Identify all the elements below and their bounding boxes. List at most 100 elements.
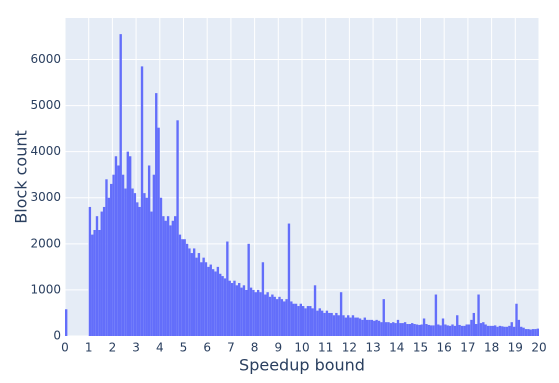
- bar: [188, 248, 191, 336]
- bar: [382, 299, 385, 336]
- x-axis-title: Speedup bound: [239, 356, 365, 375]
- bar: [505, 326, 509, 336]
- bar: [192, 248, 196, 336]
- bar: [401, 323, 404, 336]
- bar: [479, 323, 483, 336]
- x-tick-label: 3: [132, 341, 140, 355]
- bar: [280, 299, 284, 336]
- bar: [207, 266, 210, 336]
- x-tick-label: 6: [203, 341, 211, 355]
- x-tick-label: 13: [365, 341, 380, 355]
- bar: [143, 193, 146, 336]
- bar: [344, 317, 348, 336]
- bar: [510, 322, 513, 336]
- bar: [183, 239, 186, 336]
- bar: [294, 303, 298, 336]
- bar: [147, 165, 151, 336]
- bar: [100, 211, 103, 336]
- x-tick-label: 1: [85, 341, 93, 355]
- bar: [491, 325, 494, 336]
- bar: [365, 319, 369, 336]
- bar: [297, 306, 300, 336]
- bar: [427, 324, 430, 336]
- bar: [219, 273, 222, 336]
- bar: [368, 319, 371, 336]
- y-tick-label: 1000: [30, 282, 61, 296]
- bar: [240, 287, 243, 336]
- bar: [342, 315, 345, 336]
- bar: [302, 306, 305, 336]
- bar: [373, 320, 376, 336]
- bar: [399, 323, 402, 336]
- bar: [384, 322, 388, 336]
- bar: [486, 325, 490, 336]
- bar: [133, 193, 137, 336]
- bar: [413, 324, 416, 336]
- bar: [152, 174, 156, 336]
- bar: [247, 243, 250, 336]
- bar: [406, 324, 409, 336]
- bar: [102, 206, 106, 336]
- bar: [131, 188, 134, 336]
- y-tick-label: 6000: [30, 52, 61, 66]
- bar: [403, 322, 407, 336]
- bar: [517, 319, 521, 336]
- bar: [418, 324, 421, 336]
- bar: [200, 262, 203, 336]
- bar: [392, 322, 395, 336]
- bar: [529, 329, 532, 336]
- bar: [489, 325, 492, 336]
- bar: [178, 234, 182, 336]
- bar: [375, 319, 378, 336]
- bar: [105, 179, 108, 336]
- bar: [261, 262, 265, 336]
- bar: [157, 127, 160, 337]
- x-tick-label: 11: [318, 341, 333, 355]
- bar: [323, 312, 326, 336]
- y-tick-label: 0: [53, 329, 61, 343]
- bar: [512, 326, 516, 336]
- bar: [249, 287, 253, 336]
- bar: [235, 285, 239, 336]
- bar: [501, 326, 504, 336]
- x-tick-label: 12: [342, 341, 357, 355]
- bar: [195, 257, 198, 336]
- bar: [429, 325, 433, 336]
- bar: [259, 292, 262, 336]
- bar: [159, 197, 163, 336]
- bar: [264, 294, 267, 336]
- bar: [446, 325, 449, 336]
- bar: [292, 303, 295, 336]
- bar: [441, 318, 445, 336]
- x-tick-label: 10: [294, 341, 309, 355]
- bar: [434, 294, 438, 336]
- bar: [278, 296, 281, 336]
- bar: [387, 322, 390, 336]
- bar: [202, 257, 205, 336]
- x-tick-label: 16: [437, 341, 452, 355]
- bar: [128, 156, 132, 336]
- bar: [110, 183, 113, 336]
- bar: [211, 269, 215, 336]
- bar: [95, 216, 99, 336]
- bar: [230, 283, 234, 336]
- bar: [136, 202, 139, 336]
- bar: [114, 156, 118, 336]
- bar: [467, 324, 471, 336]
- bar: [145, 197, 148, 336]
- bar: [460, 325, 464, 336]
- bar: [140, 66, 144, 337]
- bar: [472, 312, 476, 336]
- bar: [524, 329, 528, 336]
- bar: [252, 289, 255, 336]
- bar: [330, 312, 333, 336]
- bar: [358, 318, 362, 336]
- bar: [65, 309, 68, 336]
- x-tick-label: 5: [180, 341, 188, 355]
- bar: [117, 165, 120, 336]
- bar: [465, 324, 468, 336]
- x-tick-label: 19: [508, 341, 523, 355]
- x-tick-label: 7: [227, 341, 235, 355]
- bar: [174, 216, 177, 336]
